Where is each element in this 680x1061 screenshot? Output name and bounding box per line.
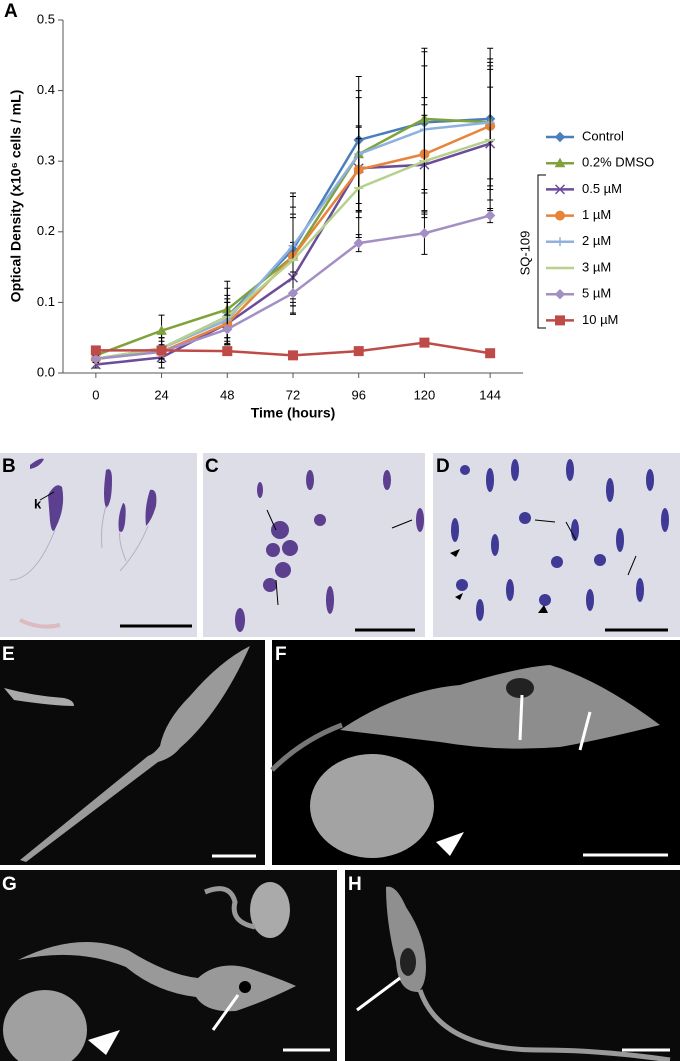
y-tick-label: 0.2 [37,223,55,238]
x-tick-label: 96 [351,387,365,402]
y-tick-label: 0.4 [37,82,55,97]
micrograph-f [270,640,680,865]
marker [222,346,233,357]
panel-label: C [205,456,219,477]
legend-label: 5 µM [582,286,611,301]
x-tick-label: 72 [286,387,300,402]
series [90,47,566,360]
legend-label: 10 µM [582,312,618,327]
micrograph-h [345,870,680,1061]
marker [90,353,102,365]
marker [353,237,364,249]
y-tick-label: 0.1 [37,294,55,309]
micrograph-b [0,453,197,637]
x-tick-label: 24 [154,387,168,402]
marker [484,210,496,221]
series [90,208,566,365]
series [90,61,565,364]
marker [419,228,430,239]
marker [353,346,364,357]
panel-label: E [2,644,15,665]
y-tick-label: 0.3 [37,153,55,168]
legend-bracket [537,174,546,329]
marker [419,337,430,348]
panel-label: G [2,874,17,895]
legend-label: 3 µM [582,259,611,274]
x-axis-label: Time (hours) [251,405,336,421]
micrograph-g [0,870,337,1061]
marker [156,345,167,356]
annotation: k [34,496,42,511]
marker [222,324,233,335]
marker [156,325,167,335]
x-tick-label: 120 [414,387,436,402]
y-axis-label: Optical Density (x10⁶ cells / mL) [8,90,24,303]
x-tick-label: 0 [92,387,99,402]
series [90,47,566,365]
marker [485,348,496,359]
legend-label: 0.5 µM [582,181,622,196]
legend-label: 0.2% DMSO [582,155,654,170]
panel-label: H [348,874,362,895]
panel-label: A [4,1,18,22]
legend-label: 1 µM [582,207,611,222]
panel-label: D [436,456,450,477]
legend-label: 2 µM [582,233,611,248]
legend-label: Control [582,128,624,143]
x-tick-label: 144 [479,387,501,402]
marker [287,288,299,299]
panel-labels: B C D E F G H [2,456,450,895]
legend-group-label: SQ-109 [517,231,532,276]
micrograph-e [0,640,265,865]
marker [90,345,101,356]
panel-label: B [2,456,16,477]
micrograph-d [433,453,680,637]
marker [288,350,298,361]
y-tick-label: 0.5 [37,11,55,26]
panel-label: F [275,644,287,665]
y-tick-label: 0.0 [37,364,55,379]
x-tick-label: 48 [220,387,234,402]
micrograph-c [203,453,425,637]
